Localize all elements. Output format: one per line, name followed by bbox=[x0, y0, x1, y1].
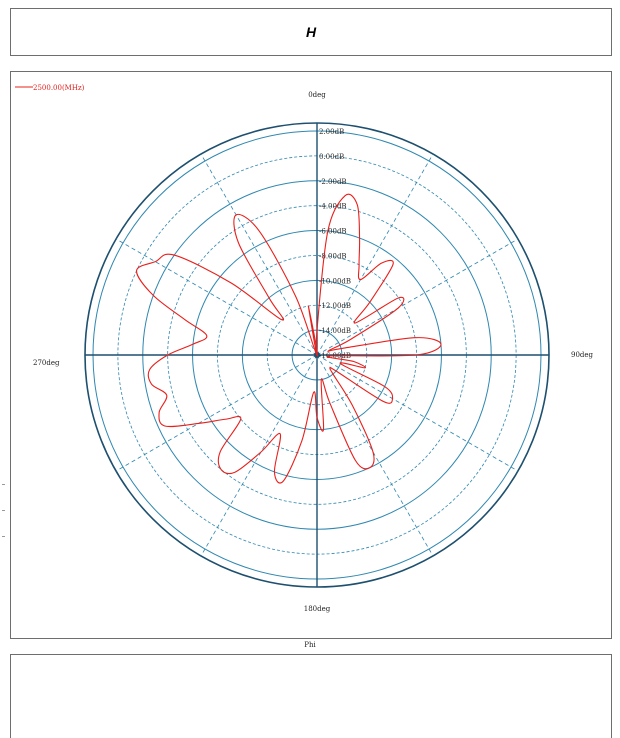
grid-spoke bbox=[200, 153, 318, 356]
grid-spoke bbox=[115, 238, 318, 356]
grid-spoke bbox=[316, 354, 434, 557]
angle-label: 0deg bbox=[308, 91, 326, 99]
angle-label: 270deg bbox=[33, 359, 60, 367]
legend-label: 2500.00(MHz) bbox=[33, 84, 85, 92]
polar-chart: 2.00dB 0.00dB -2.00dB -4.00dB -6.00dB -8.00dB… bbox=[15, 84, 594, 613]
angle-labels: 0deg 90deg 180deg 270deg bbox=[33, 91, 594, 613]
angle-label: 90deg bbox=[571, 351, 594, 359]
ring-label: 0.00dB bbox=[319, 153, 344, 161]
grid-spoke bbox=[200, 354, 318, 557]
ring-label: -6.00dB bbox=[319, 228, 347, 236]
info-panel bbox=[10, 654, 612, 738]
ring-label: -2.00dB bbox=[319, 178, 347, 186]
angle-label: 180deg bbox=[304, 605, 331, 613]
series-group bbox=[135, 193, 442, 484]
grid-spoke bbox=[115, 354, 318, 472]
grid-spoke bbox=[316, 153, 434, 356]
edge-tick bbox=[2, 510, 5, 511]
polar-grid bbox=[84, 122, 550, 588]
ring-label: -4.00dB bbox=[319, 203, 347, 211]
x-axis-label: Phi bbox=[304, 641, 316, 649]
chart-title: H bbox=[305, 24, 317, 40]
title-panel: H bbox=[10, 8, 612, 56]
ring-label: 2.00dB bbox=[319, 128, 344, 136]
series-line bbox=[135, 193, 442, 484]
legend: 2500.00(MHz) bbox=[15, 84, 85, 92]
grid-spoke bbox=[316, 238, 519, 356]
ring-label: -8.00dB bbox=[319, 252, 347, 260]
ring-labels: 2.00dB 0.00dB -2.00dB -4.00dB -6.00dB -8.00dB… bbox=[319, 128, 351, 360]
ring-label: -10.00dB bbox=[319, 277, 351, 285]
edge-tick bbox=[2, 536, 5, 537]
edge-tick bbox=[2, 484, 5, 485]
ring-label: -14.00dB bbox=[319, 327, 351, 335]
grid-spoke bbox=[316, 354, 519, 472]
ring-label: -12.00dB bbox=[319, 302, 351, 310]
